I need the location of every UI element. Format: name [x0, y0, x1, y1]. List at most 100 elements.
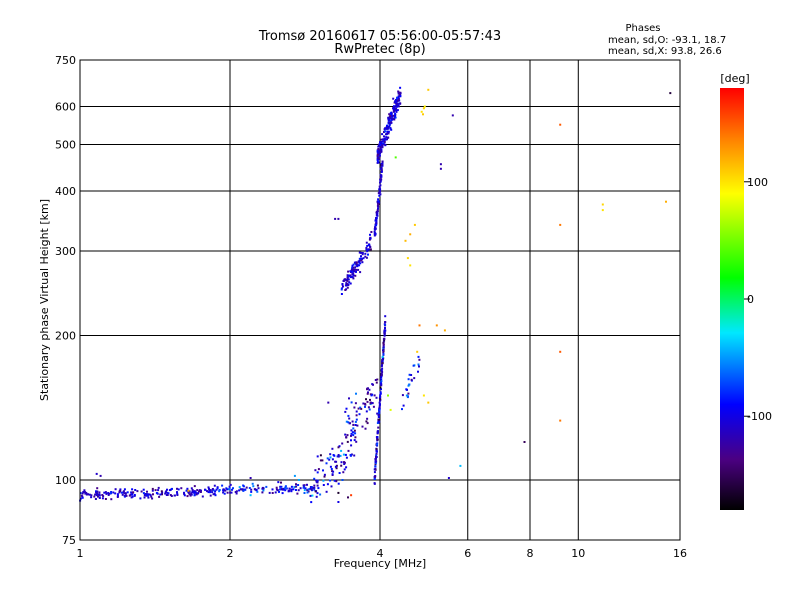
- scatter-point: [395, 105, 398, 107]
- scatter-point: [97, 495, 99, 498]
- scatter-point: [361, 253, 364, 256]
- scatter-point: [406, 396, 409, 399]
- scatter-point: [340, 293, 343, 295]
- scatter-point: [212, 493, 215, 496]
- scatter-point: [340, 464, 343, 467]
- scatter-point: [439, 167, 442, 170]
- scatter-point: [333, 479, 336, 482]
- scatter-point: [347, 284, 350, 286]
- scatter-point: [341, 283, 344, 285]
- scatter-point: [355, 440, 358, 443]
- scatter-point: [148, 493, 151, 496]
- scatter-point: [394, 116, 397, 119]
- scatter-point: [342, 471, 345, 474]
- scatter-point: [79, 497, 82, 500]
- scatter-point: [297, 489, 300, 492]
- scatter-point: [338, 472, 341, 474]
- scatter-point: [209, 491, 211, 494]
- scatter-point: [313, 488, 316, 491]
- scatter-point: [346, 274, 349, 277]
- scatter-point: [98, 493, 101, 496]
- scatter-point: [228, 485, 231, 488]
- scatter-point: [370, 394, 373, 397]
- scatter-point: [326, 483, 329, 486]
- scatter-point: [379, 181, 381, 184]
- scatter-point: [343, 278, 346, 281]
- scatter-point: [351, 420, 354, 423]
- scatter-point: [166, 494, 169, 496]
- scatter-point: [96, 494, 98, 497]
- scatter-point: [380, 150, 383, 153]
- scatter-point: [396, 102, 399, 105]
- scatter-point: [385, 126, 388, 129]
- scatter-point: [355, 261, 358, 264]
- scatter-point: [118, 490, 121, 493]
- scatter-point: [349, 454, 352, 456]
- scatter-point: [323, 475, 326, 478]
- scatter-point: [235, 492, 238, 495]
- scatter-point: [250, 488, 253, 491]
- scatter-point: [322, 469, 324, 472]
- scatter-point: [422, 107, 425, 110]
- scatter-point: [235, 490, 238, 493]
- scatter-point: [359, 406, 362, 409]
- scatter-point: [206, 490, 208, 493]
- scatter-point: [256, 484, 259, 487]
- scatter-point: [399, 86, 402, 89]
- scatter-point: [211, 488, 214, 490]
- scatter-point: [357, 268, 360, 271]
- x-tick-label: 8: [527, 547, 534, 560]
- scatter-point: [379, 184, 382, 187]
- scatter-point: [389, 112, 392, 115]
- scatter-point: [197, 492, 200, 495]
- scatter-points: [79, 86, 672, 504]
- scatter-point: [381, 160, 384, 163]
- scatter-point: [99, 474, 102, 477]
- scatter-point: [186, 495, 189, 498]
- scatter-point: [196, 489, 199, 492]
- scatter-point: [360, 407, 363, 410]
- scatter-point: [110, 492, 112, 495]
- scatter-point: [284, 489, 287, 492]
- scatter-point: [329, 465, 332, 468]
- scatter-point: [346, 440, 349, 443]
- scatter-point: [379, 403, 381, 406]
- scatter-point: [105, 492, 108, 495]
- scatter-point: [377, 202, 379, 205]
- scatter-point: [370, 231, 373, 233]
- scatter-point: [281, 492, 284, 495]
- scatter-point: [245, 486, 248, 489]
- scatter-point: [341, 442, 344, 445]
- scatter-point: [151, 487, 154, 490]
- scatter-point: [345, 282, 348, 285]
- scatter-point: [359, 271, 362, 274]
- scatter-point: [315, 479, 318, 482]
- scatter-point: [374, 458, 377, 461]
- scatter-point: [358, 259, 361, 262]
- scatter-point: [151, 489, 154, 492]
- scatter-point: [344, 289, 347, 291]
- y-tick-label: 75: [62, 534, 76, 547]
- scatter-point: [380, 163, 383, 166]
- scatter-point: [116, 493, 119, 496]
- scatter-point: [114, 488, 117, 491]
- scatter-point: [290, 490, 293, 493]
- scatter-point: [381, 362, 384, 365]
- scatter-point: [228, 488, 231, 491]
- scatter-point: [383, 131, 385, 133]
- scatter-point: [375, 224, 378, 227]
- scatter-point: [523, 441, 526, 443]
- scatter-point: [346, 277, 349, 279]
- scatter-point: [288, 487, 291, 490]
- scatter-point: [88, 493, 91, 496]
- scatter-point: [381, 367, 384, 370]
- scatter-point: [362, 257, 365, 260]
- scatter-point: [328, 458, 331, 461]
- scatter-point: [187, 491, 190, 494]
- scatter-point: [354, 424, 357, 426]
- scatter-point: [384, 324, 387, 327]
- scatter-point: [361, 261, 364, 264]
- scatter-point: [95, 490, 97, 493]
- scatter-point: [368, 388, 371, 391]
- scatter-point: [96, 487, 99, 490]
